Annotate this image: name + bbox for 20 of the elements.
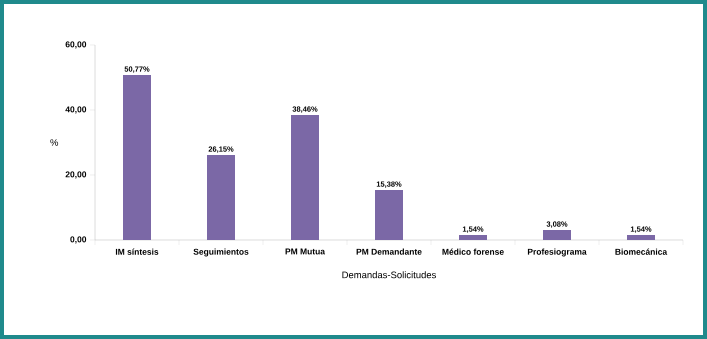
x-tick-label: Médico forense bbox=[442, 248, 504, 255]
x-tick-label: Profesiograma bbox=[528, 248, 587, 256]
x-axis-title: Demandas-Solicitudes bbox=[342, 271, 436, 278]
y-tick-label: 20,00 bbox=[66, 171, 86, 179]
bar bbox=[543, 230, 571, 240]
bar bbox=[123, 74, 151, 240]
bar bbox=[627, 234, 655, 240]
x-tick-label: PM Mutua bbox=[286, 248, 326, 254]
bar bbox=[459, 234, 487, 240]
x-tick-label: Seguimientos bbox=[193, 248, 248, 256]
y-tick-label: 60,00 bbox=[66, 41, 86, 49]
bar bbox=[375, 190, 403, 240]
y-tick-label: 40,00 bbox=[65, 106, 86, 114]
bar bbox=[291, 115, 319, 240]
x-tick-label: Biomecánica bbox=[615, 248, 668, 255]
bar bbox=[207, 155, 235, 240]
x-tick-label: IM síntesis bbox=[116, 248, 158, 255]
x-tick-label: PM Demandante bbox=[356, 248, 422, 255]
y-tick-label: 0,00 bbox=[70, 236, 86, 244]
y-axis-title: % bbox=[50, 139, 58, 146]
